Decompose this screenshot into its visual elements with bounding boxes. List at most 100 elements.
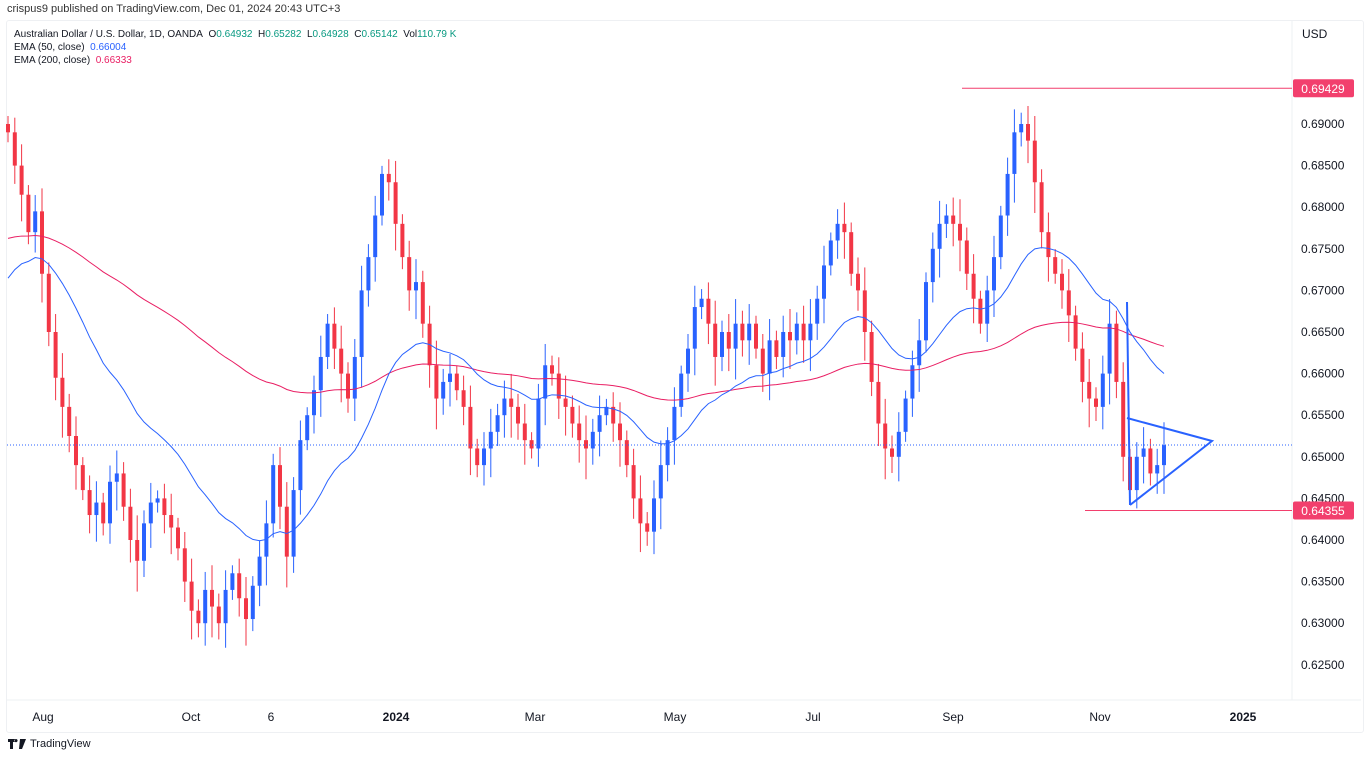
candle: [584, 415, 588, 480]
candle-body: [53, 332, 58, 378]
candle: [312, 375, 316, 434]
candle: [1162, 422, 1166, 494]
candle-body: [883, 423, 888, 449]
candle-body: [366, 257, 371, 291]
candle: [876, 363, 881, 446]
candle-body: [944, 215, 949, 224]
candle-body: [244, 598, 248, 620]
candle-body: [536, 398, 541, 449]
ema50-row[interactable]: EMA (50, close) 0.66004: [14, 41, 456, 54]
candle: [822, 245, 826, 324]
candle: [951, 197, 956, 247]
candle-body: [216, 606, 221, 624]
candle-body: [713, 323, 718, 357]
candle-body: [475, 448, 480, 466]
candle-body: [182, 548, 187, 582]
candle: [454, 365, 459, 401]
candle: [1066, 269, 1071, 342]
candle-body: [699, 298, 704, 308]
candle: [760, 333, 765, 392]
ema200-row[interactable]: EMA (200, close) 0.66333: [14, 54, 456, 67]
symbol-row: Australian Dollar / U.S. Dollar, 1D, OAN…: [14, 28, 456, 41]
candle: [720, 320, 724, 372]
candle: [522, 403, 527, 465]
candle-body: [604, 406, 609, 416]
brand-name: TradingView: [30, 738, 91, 750]
candle-body: [332, 323, 337, 349]
x-tick-label: Nov: [1089, 710, 1110, 724]
x-tick-label: Mar: [525, 710, 546, 724]
candle-body: [155, 498, 160, 503]
price-level-label: 0.64355: [1301, 504, 1345, 518]
candle-body: [951, 215, 956, 224]
candle: [536, 383, 541, 467]
candle-body: [726, 332, 731, 349]
candle-body: [964, 240, 969, 274]
candle-body: [60, 377, 65, 407]
candle: [896, 412, 901, 482]
candle-body: [1066, 290, 1071, 316]
currency-label[interactable]: USD: [1302, 27, 1328, 41]
candle-body: [468, 406, 473, 449]
candle: [94, 481, 99, 542]
candle-body: [87, 490, 92, 516]
candle: [740, 310, 745, 357]
candle-body: [386, 173, 391, 183]
candle: [488, 408, 493, 478]
candle: [1005, 157, 1010, 236]
candle: [652, 480, 656, 555]
candle: [604, 398, 609, 426]
candle: [1155, 448, 1160, 494]
candle: [448, 353, 452, 407]
price-level-badge: [1293, 79, 1354, 98]
ema50-label: EMA (50, close): [14, 42, 85, 53]
tradingview-logo[interactable]: TradingView: [8, 738, 91, 750]
candle-body: [1019, 124, 1024, 133]
candle: [556, 357, 561, 419]
high-label: H: [258, 29, 266, 40]
candle-body: [815, 298, 820, 324]
candle: [754, 315, 758, 359]
candle-body: [1046, 232, 1051, 258]
candle: [250, 576, 255, 632]
candle: [386, 159, 391, 201]
candle-body: [672, 406, 677, 441]
candle-body: [1073, 315, 1078, 349]
candle-body: [1026, 124, 1030, 141]
candle-body: [740, 323, 745, 341]
candle: [468, 385, 473, 476]
candle: [346, 362, 350, 413]
candle-body: [434, 365, 439, 399]
candle: [706, 282, 711, 345]
candle: [46, 262, 51, 347]
price-level-badge: [1293, 501, 1354, 520]
candle: [101, 492, 106, 536]
candle-body: [1100, 373, 1105, 407]
candle: [645, 512, 650, 546]
candle-body: [454, 373, 459, 391]
drawings: [7, 301, 1292, 506]
candle: [74, 416, 78, 490]
candle-body: [998, 215, 1003, 258]
candle-body: [624, 440, 629, 466]
candle-body: [1060, 273, 1064, 291]
x-tick-label: 6: [268, 710, 275, 724]
candle-body: [930, 248, 935, 283]
candle: [883, 398, 888, 480]
candle: [590, 418, 595, 465]
candle: [794, 312, 799, 355]
candle: [407, 240, 412, 311]
candle-body: [917, 340, 922, 366]
candle-body: [686, 348, 690, 374]
candle: [1087, 358, 1092, 428]
ema200-line: [7, 234, 1165, 401]
candle: [223, 570, 228, 648]
candle: [373, 195, 378, 282]
candle-body: [556, 373, 561, 399]
candle-body: [318, 356, 323, 391]
candle-body: [257, 556, 262, 586]
price-levels: 0.69429 0.64355: [962, 79, 1354, 520]
candle-body: [121, 473, 126, 507]
candle-body: [781, 332, 786, 357]
